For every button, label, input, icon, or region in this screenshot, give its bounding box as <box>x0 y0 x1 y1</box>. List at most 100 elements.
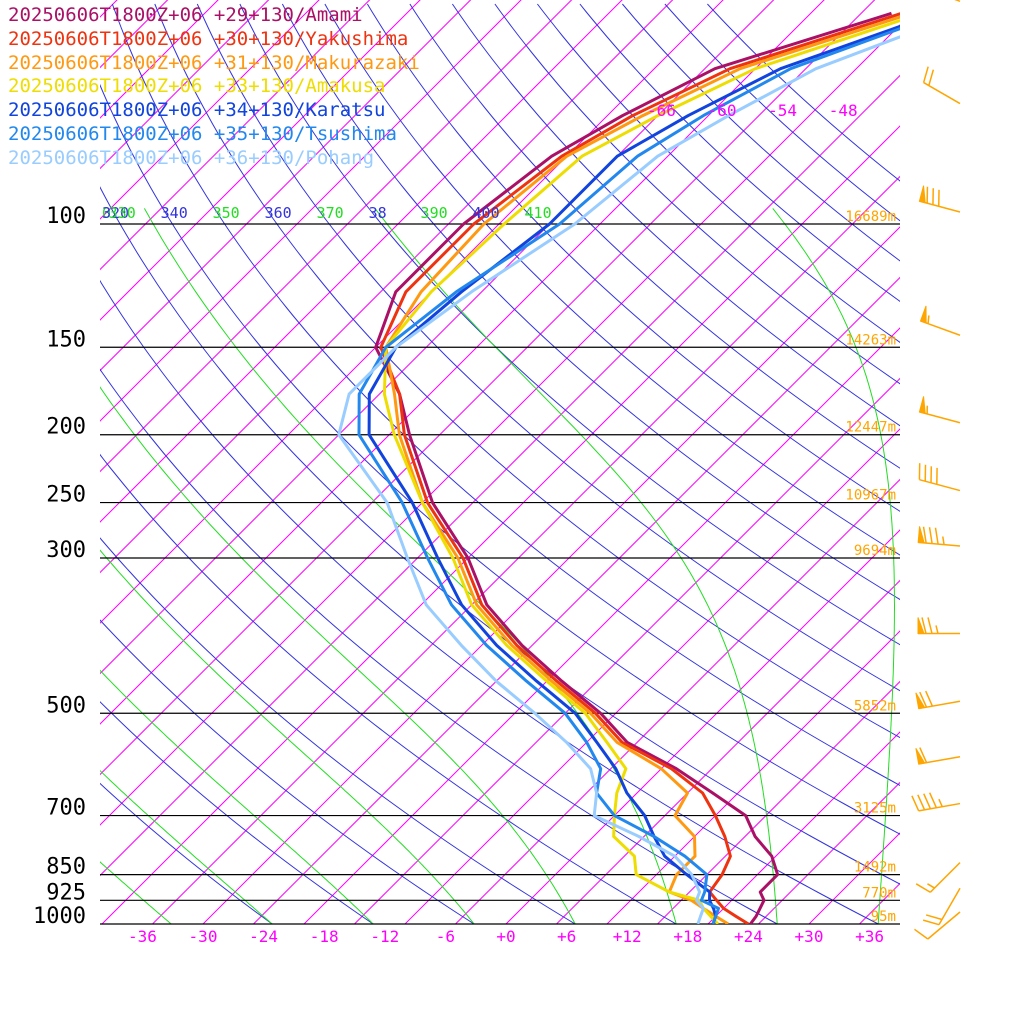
pressure-level-label: 200 <box>46 415 86 440</box>
wind-barb-half-flag <box>938 798 943 807</box>
height-label: 5852m <box>854 698 896 714</box>
pressure-level-label: 150 <box>46 327 86 352</box>
series-line <box>367 24 900 924</box>
wind-barb-flag <box>925 690 934 707</box>
wind-barb <box>919 305 961 336</box>
wind-barb <box>922 887 961 926</box>
wind-barb-staff <box>938 887 961 926</box>
legend-entry: 20250606T1800Z+06 +29+130/Amami <box>8 4 363 26</box>
dry-adiabat-line <box>324 3 900 556</box>
isotherm-line <box>354 377 900 924</box>
wind-barb-flag <box>928 792 938 809</box>
dry-adiabat-line <box>451 3 900 427</box>
wind-barb-pennant <box>918 396 926 415</box>
wind-barb <box>918 463 961 492</box>
dry-adiabat-line <box>622 3 900 262</box>
pressure-level-label: 500 <box>46 693 86 718</box>
height-label: 9694m <box>854 543 896 559</box>
wind-barb-flag <box>922 526 927 544</box>
dry-adiabat-line <box>100 368 778 924</box>
isotherm-line <box>910 0 1024 924</box>
wind-barb-flag <box>928 69 935 86</box>
dry-adiabat-line <box>239 3 900 646</box>
wind-barb <box>918 396 961 424</box>
isotherm-line <box>1011 0 1024 924</box>
wind-barb-flag <box>922 66 929 83</box>
series-line <box>337 35 900 924</box>
wind-barb-staff <box>919 478 961 492</box>
legend-entry: 20250606T1800Z+06 +31+130/Makurazaki <box>8 51 420 74</box>
moist-adiabat-line <box>979 208 1024 924</box>
dry-adiabat-line <box>100 83 900 835</box>
temperature-tick-label: +36 <box>855 927 884 946</box>
temperature-tick-label: -18 <box>310 927 339 946</box>
dry-adiabat-line <box>100 619 475 924</box>
height-label: 10967m <box>845 488 896 504</box>
dry-adiabat-line <box>281 3 900 601</box>
wind-barb <box>915 690 961 710</box>
isotherm-line <box>455 478 900 924</box>
temperature-tick-label: -30 <box>189 927 218 946</box>
isotherm-label: -48 <box>829 101 858 120</box>
series-line <box>374 11 892 924</box>
dry-adiabat-line <box>100 279 879 924</box>
pressure-level-label: 100 <box>46 204 86 229</box>
wind-barb-staff <box>929 862 961 893</box>
isotherm-line <box>961 0 1024 924</box>
dry-adiabat-line <box>111 3 900 786</box>
temperature-tick-label: -12 <box>370 927 399 946</box>
isotherm-label: -60 <box>708 101 737 120</box>
wind-barb-staff <box>918 802 961 812</box>
pressure-level-label: 300 <box>46 538 86 563</box>
wind-barb <box>915 862 961 893</box>
theta-label: 390 <box>421 204 448 222</box>
wind-barb-staff <box>919 200 961 213</box>
theta-label: 38 <box>369 204 387 222</box>
isotherm-line <box>202 226 900 924</box>
legend-entry: 20250606T1800Z+06 +34+130/Karatsu <box>8 99 386 122</box>
legend-entry: 20250606T1800Z+06 +36+130/Pohang <box>8 146 375 169</box>
temperature-tick-label: -36 <box>128 927 157 946</box>
dry-adiabat-line <box>366 3 900 512</box>
dry-adiabat-line <box>196 3 900 692</box>
theta-label: 360 <box>265 204 292 222</box>
dry-adiabat-line <box>579 3 900 302</box>
pressure-level-lines <box>100 223 900 925</box>
temperature-tick-label: +0 <box>496 927 515 946</box>
theta-label: 340 <box>161 204 188 222</box>
wind-barb-flag <box>928 527 933 544</box>
dry-adiabat-lines <box>100 3 900 924</box>
isotherm-label: -54 <box>768 101 797 120</box>
theta-label: 350 <box>213 204 240 222</box>
moist-adiabat-line <box>100 769 273 924</box>
isotherm-line <box>505 529 900 924</box>
wind-barb-staff <box>920 320 961 336</box>
height-label: 16689m <box>845 209 896 225</box>
wind-barb-staff <box>923 81 961 105</box>
wind-barb-flag <box>914 928 929 940</box>
wind-barb-flag <box>915 883 931 893</box>
wind-barb-half-flag <box>927 883 935 889</box>
wind-barb <box>915 747 961 765</box>
height-label: 3125m <box>854 801 896 817</box>
wind-barb-pennant <box>917 617 925 634</box>
height-label: 12447m <box>845 420 896 436</box>
legend-entry: 20250606T1800Z+06 +35+130/Tsushima <box>8 122 397 145</box>
wind-barb-half-flag <box>927 315 930 324</box>
wind-barb-half-flag <box>942 536 945 545</box>
wind-barb-flag <box>917 794 926 811</box>
theta-label: 400 <box>473 204 500 222</box>
dry-adiabat-line <box>494 3 900 385</box>
wind-barbs <box>911 0 961 940</box>
series-line <box>357 27 900 924</box>
height-label: 14263m <box>845 332 896 348</box>
pressure-level-label: 925 <box>46 880 86 905</box>
temperature-tick-label: +30 <box>795 927 824 946</box>
isotherm-line <box>253 276 900 924</box>
wind-barb <box>954 0 961 2</box>
isotherm-line <box>606 630 900 924</box>
dry-adiabat-line <box>100 537 576 924</box>
temperature-tick-label: +18 <box>673 927 702 946</box>
wind-barb-flag <box>919 691 928 708</box>
